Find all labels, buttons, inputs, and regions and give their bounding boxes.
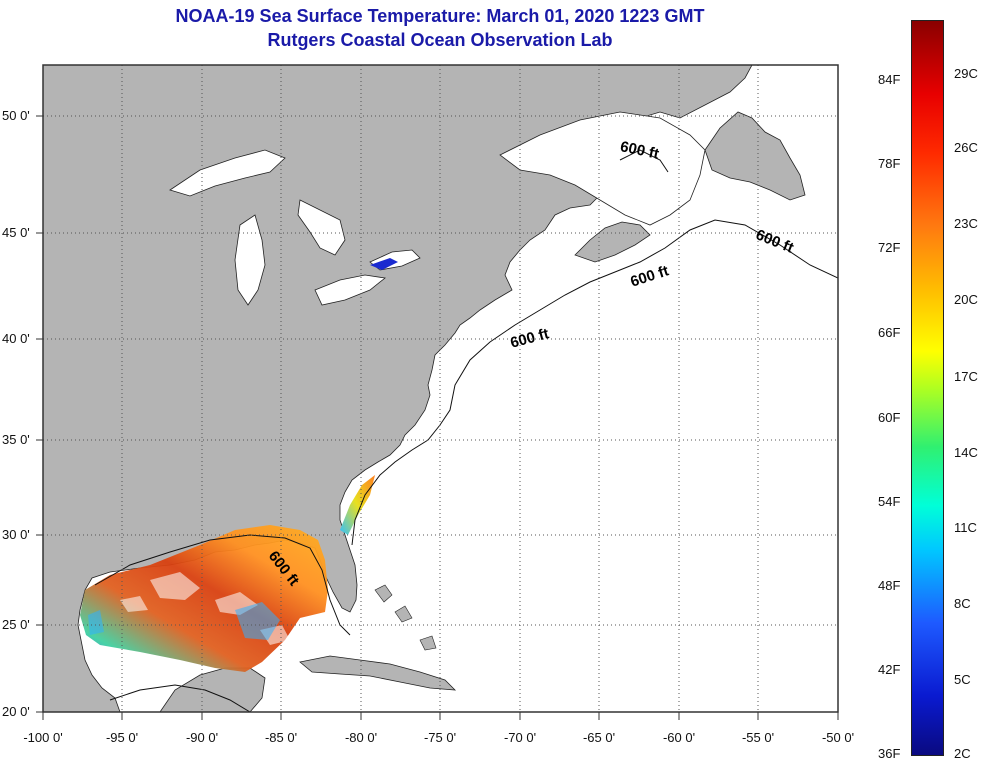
graticule bbox=[43, 65, 838, 712]
lon-label-50: -50 0' bbox=[821, 730, 855, 745]
great-lakes bbox=[169, 149, 421, 306]
colorbar-c-label: 26C bbox=[954, 140, 978, 155]
colorbar-c-label: 5C bbox=[954, 672, 971, 687]
colorbar-f-label: 66F bbox=[878, 325, 901, 340]
bahamas-land bbox=[374, 584, 437, 651]
colorbar-c-label: 23C bbox=[954, 216, 978, 231]
colorbar-c-label: 14C bbox=[954, 445, 978, 460]
colorbar-c-label: 2C bbox=[954, 746, 971, 761]
lat-label-45: 45 0' bbox=[2, 225, 30, 240]
lat-label-50: 50 0' bbox=[2, 108, 30, 123]
sst-cloud-patches bbox=[120, 572, 290, 645]
lon-label-95: -95 0' bbox=[105, 730, 139, 745]
lon-label-80: -80 0' bbox=[344, 730, 378, 745]
lon-label-100: -100 0' bbox=[23, 730, 63, 745]
axis-ticks bbox=[36, 115, 839, 720]
nova-scotia-land bbox=[574, 221, 651, 263]
title-line-1: NOAA-19 Sea Surface Temperature: March 0… bbox=[175, 6, 705, 26]
lon-label-65: -65 0' bbox=[582, 730, 616, 745]
gulf-of-st-lawrence bbox=[499, 111, 706, 226]
colorbar-c-label: 8C bbox=[954, 596, 971, 611]
lon-label-85: -85 0' bbox=[264, 730, 298, 745]
sst-florida-strip bbox=[340, 475, 375, 535]
lat-label-25: 25 0' bbox=[2, 617, 30, 632]
colorbar-c-label: 11C bbox=[954, 520, 977, 535]
colorbar-f-label: 54F bbox=[878, 494, 901, 509]
lake-ontario-sst bbox=[370, 258, 398, 270]
lon-label-55: -55 0' bbox=[741, 730, 775, 745]
colorbar-c-label: 29C bbox=[954, 66, 978, 81]
lat-label-35: 35 0' bbox=[2, 432, 30, 447]
cuba-land bbox=[299, 655, 457, 691]
lat-label-20: 20 0' bbox=[2, 704, 30, 719]
lat-label-40: 40 0' bbox=[2, 331, 30, 346]
colorbar-c-label: 20C bbox=[954, 292, 978, 307]
colorbar-f-label: 42F bbox=[878, 662, 901, 677]
lon-label-90: -90 0' bbox=[185, 730, 219, 745]
lat-label-30: 30 0' bbox=[2, 527, 30, 542]
colorbar-f-label: 36F bbox=[878, 746, 901, 761]
colorbar-f-label: 60F bbox=[878, 410, 901, 425]
newfoundland-land bbox=[704, 111, 806, 201]
lon-label-75: -75 0' bbox=[423, 730, 457, 745]
lon-label-60: -60 0' bbox=[662, 730, 696, 745]
title-line-2: Rutgers Coastal Ocean Observation Lab bbox=[267, 30, 613, 50]
colorbar-f-label: 72F bbox=[878, 240, 901, 255]
temperature-colorbar bbox=[911, 20, 944, 756]
lon-label-70: -70 0' bbox=[503, 730, 537, 745]
600ft-contour bbox=[94, 149, 838, 712]
colorbar-f-label: 48F bbox=[878, 578, 901, 593]
colorbar-f-label: 78F bbox=[878, 156, 901, 171]
colorbar-c-label: 17C bbox=[954, 369, 978, 384]
colorbar-f-label: 84F bbox=[878, 72, 901, 87]
sst-cool-patches bbox=[88, 602, 280, 640]
